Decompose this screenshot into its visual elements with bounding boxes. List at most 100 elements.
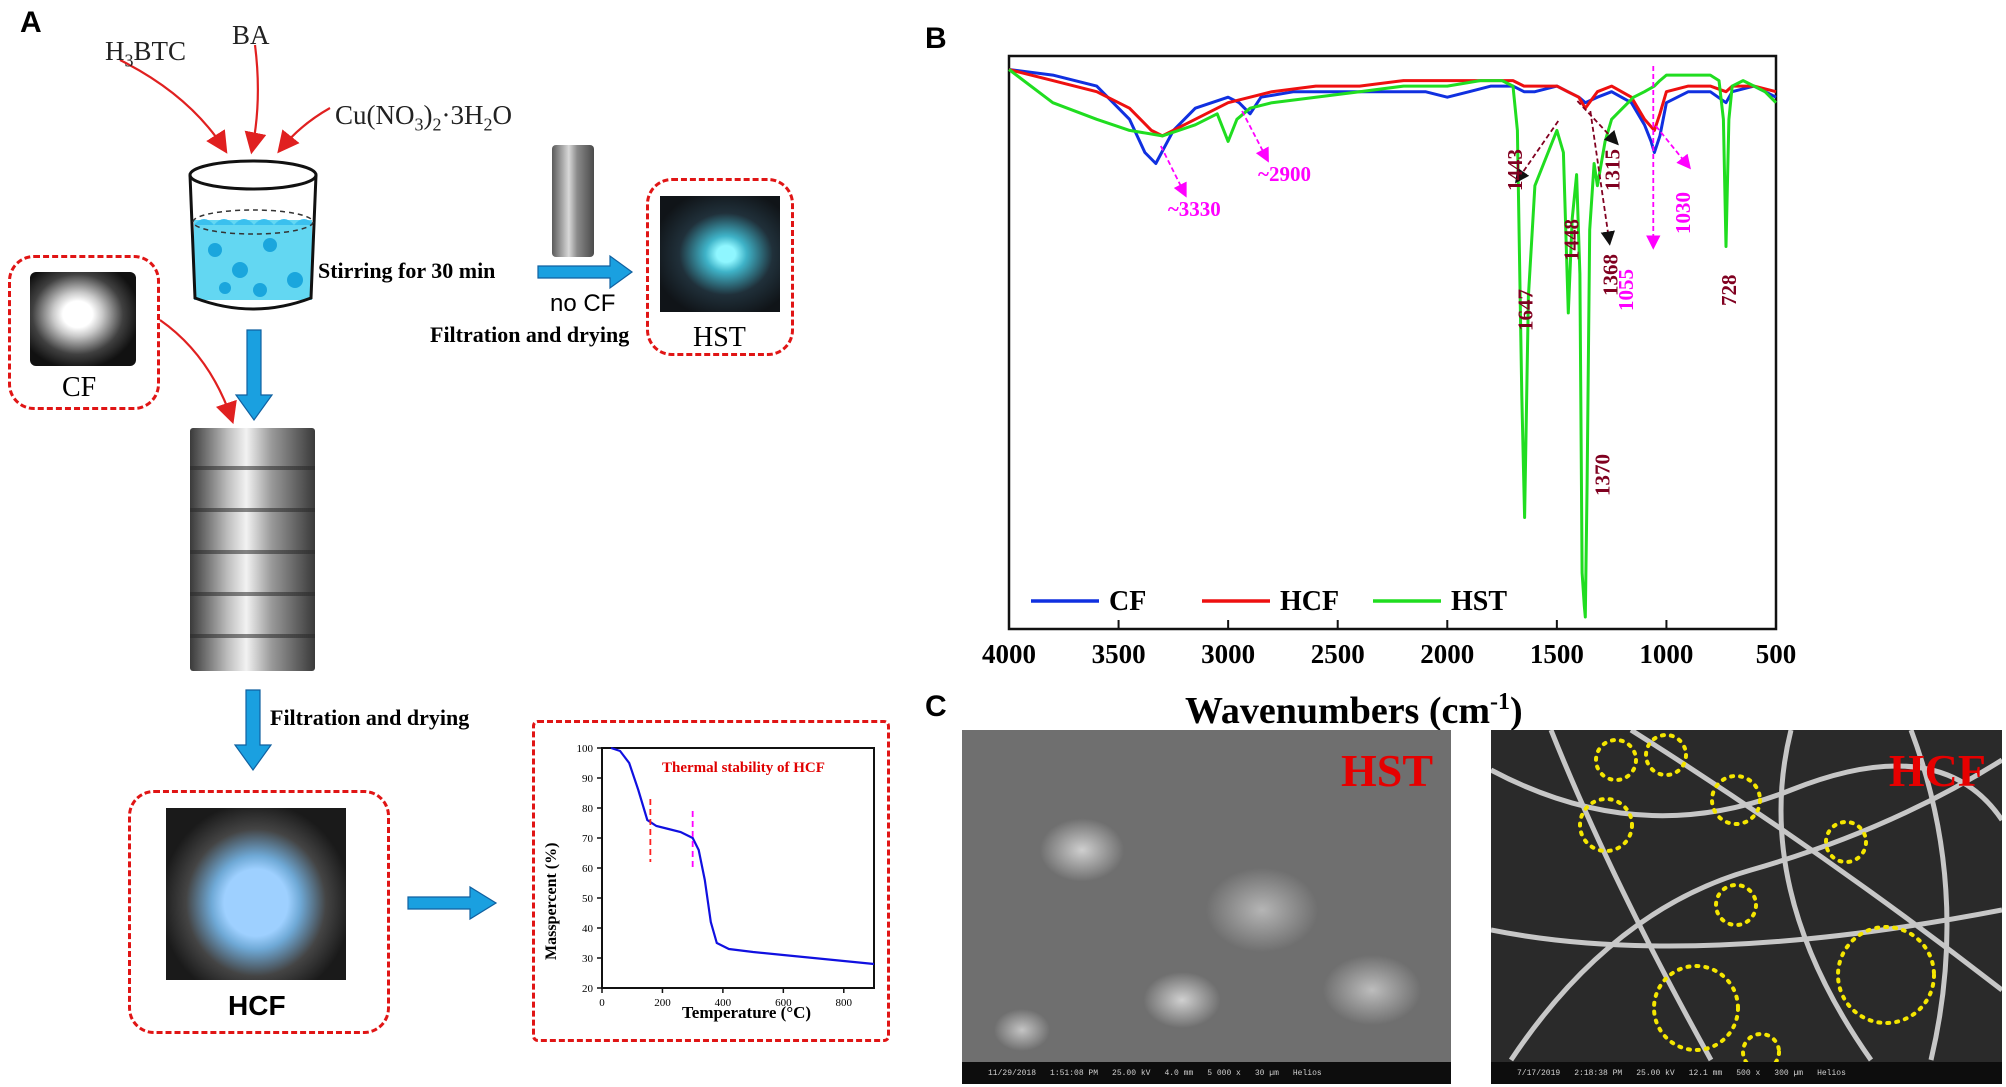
sem-hst-time: 1:51:08 PM <box>1050 1068 1099 1078</box>
sem-hst-wd: 4.0 mm <box>1164 1068 1194 1078</box>
tga-ylabel: Masspercent (%) <box>543 843 560 960</box>
down-arrow-1 <box>234 329 274 422</box>
tga-ytick-label: 50 <box>582 893 594 905</box>
tga-ytick-label: 80 <box>582 803 594 815</box>
ftir-annotation-label: 1370 <box>1590 454 1614 496</box>
tga-ytick-label: 90 <box>582 773 594 785</box>
down-arrow-2 <box>233 689 273 772</box>
ftir-annotation-label: 1443 <box>1503 149 1527 191</box>
ftir-xtick-label: 500 <box>1756 639 1797 669</box>
sem-hcf-fibers <box>1491 730 2002 1062</box>
sem-hst-instrument: Helios <box>1292 1068 1322 1078</box>
cf-photo <box>30 272 136 366</box>
ftir-xtick-label: 2500 <box>1311 639 1365 669</box>
sem-hcf-databar: 7/17/2019 2:18:38 PM 25.00 kV 12.1 mm 50… <box>1491 1062 2002 1084</box>
ftir-xlabel: Wavenumbers (cm-1) <box>1185 689 1523 730</box>
tga-ytick-label: 70 <box>582 833 594 845</box>
tga-plot-frame <box>601 747 875 989</box>
ftir-chart: 4000 3500 3000 2500 2000 1500 1000 500 ~3330 ~29… <box>982 54 1797 730</box>
tga-ytick-label: 60 <box>582 863 594 875</box>
tga-ytick-label: 30 <box>582 953 594 965</box>
ftir-annotation-arrow <box>1576 100 1619 146</box>
stirring-label: Stirring for 30 min <box>318 258 496 283</box>
ftir-plot-frame <box>1007 54 1778 631</box>
ftir-xtick-label: 3500 <box>1092 639 1146 669</box>
sem-hcf-mag: 500 x <box>1736 1068 1761 1078</box>
ftir-xtick-label: 1000 <box>1639 639 1693 669</box>
cf-box <box>8 255 160 410</box>
sem-hst-databar: 11/29/2018 1:51:08 PM 25.00 kV 4.0 mm 5 … <box>962 1062 1451 1084</box>
ftir-annotation-label: ~3330 <box>1168 197 1221 221</box>
tga-ytick-label: 100 <box>577 743 594 755</box>
hcf-label: HCF <box>228 990 286 1021</box>
ftir-annotation-label: 1368 <box>1599 254 1623 296</box>
ftir-annotation-arrow <box>1241 110 1269 163</box>
panel-c-letter: C <box>925 690 947 723</box>
no-cf-label: no CF <box>550 290 616 317</box>
sem-hcf-label: HCF <box>1888 745 1986 796</box>
sem-hcf-time: 2:18:38 PM <box>1574 1068 1623 1078</box>
tga-xtick-label: 400 <box>715 997 732 1009</box>
ftir-annotation-arrow <box>1589 110 1615 246</box>
ftir-annotation-label: 1315 <box>1601 149 1625 191</box>
ftir-xtick-label: 1500 <box>1530 639 1584 669</box>
tga-chart: 20 30 40 50 60 70 80 90 100 0 200 400 600 800 Therma… <box>543 743 875 1022</box>
ftir-annotation-label: 728 <box>1717 275 1741 307</box>
sem-hst-kv: 25.00 kV <box>1112 1068 1151 1078</box>
tga-box <box>532 720 890 1042</box>
ftir-legend-label-hst: HST <box>1451 586 1507 617</box>
tga-xtick-label: 200 <box>654 997 671 1009</box>
ftir-annotation-arrow <box>1655 125 1691 170</box>
sem-hcf-instrument: Helios <box>1817 1068 1846 1078</box>
filtration-label-top: Filtration and drying <box>430 322 630 347</box>
ftir-legend-label-hcf: HCF <box>1280 586 1339 617</box>
h3btc-arrow <box>119 59 228 154</box>
tga-xtick-label: 600 <box>775 997 792 1009</box>
ftir-series-hcf <box>1008 68 1777 138</box>
hcf-box <box>128 790 390 1034</box>
sem-hcf-scale: 300 µm <box>1774 1068 1804 1078</box>
tga-title: Thermal stability of HCF <box>662 760 825 776</box>
autoclave-photo <box>190 428 315 671</box>
ftir-xtick-label: 3000 <box>1201 639 1255 669</box>
right-arrow-tga <box>407 885 498 921</box>
small-autoclave-photo <box>552 145 594 257</box>
tga-xlabel: Temperature (°C) <box>682 1003 811 1022</box>
ftir-annotation-arrow <box>1160 145 1187 198</box>
cf-label: CF <box>62 372 97 403</box>
ftir-series-cf <box>1008 68 1777 165</box>
panel-b-letter: B <box>925 22 947 55</box>
reagent-copper-nitrate: Cu(NO3)2·3H2O <box>335 100 512 135</box>
hst-box <box>646 178 794 356</box>
beaker <box>188 159 318 311</box>
ftir-xtick-label: 4000 <box>982 639 1036 669</box>
hst-photo <box>660 196 780 312</box>
ba-arrow <box>244 44 267 155</box>
sem-hcf-date: 7/17/2019 <box>1517 1068 1561 1078</box>
hcf-photo <box>166 808 346 980</box>
ftir-annotation-label: 1030 <box>1671 192 1695 234</box>
cf-arrow <box>159 319 237 425</box>
cu-arrow <box>277 107 331 154</box>
right-arrow-hst <box>537 254 634 290</box>
sem-hst-mag: 5 000 x <box>1207 1068 1241 1078</box>
sem-hcf-image: HCF 7/17/2019 2:18:38 PM 25.00 kV 12.1 m… <box>1491 730 2002 1084</box>
ftir-annotation-label: 1055 <box>1614 269 1638 311</box>
tga-xtick-label: 800 <box>836 997 853 1009</box>
reagent-h3btc: H3BTC <box>105 36 187 71</box>
tga-ytick-label: 40 <box>582 923 594 935</box>
ftir-series-hst <box>1008 68 1778 619</box>
ftir-annotation-arrow <box>1515 120 1559 184</box>
panel-a-letter: A <box>20 6 42 39</box>
ftir-xtick-label: 2000 <box>1420 639 1474 669</box>
ftir-annotation-label: ~2900 <box>1258 162 1311 186</box>
ftir-annotation-label: 1647 <box>1514 289 1538 331</box>
tga-xtick-label: 0 <box>599 997 605 1009</box>
ftir-annotation-label: 1448 <box>1559 219 1583 261</box>
tga-ytick-label: 20 <box>582 983 594 995</box>
panel-a-arrows <box>119 44 634 921</box>
sem-hst-date: 11/29/2018 <box>988 1068 1037 1078</box>
sem-hcf-wd: 12.1 mm <box>1688 1068 1723 1078</box>
filtration-label-bottom: Filtration and drying <box>270 705 470 730</box>
